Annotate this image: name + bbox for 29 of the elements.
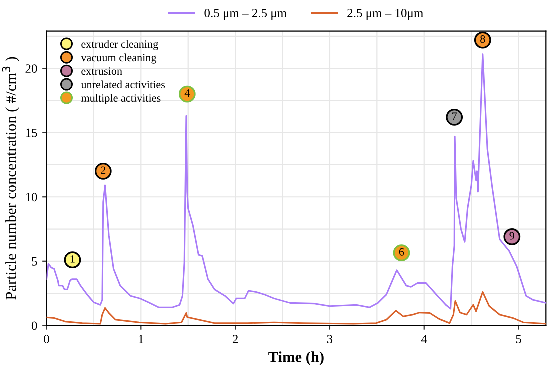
legend-label: vacuum cleaning: [81, 54, 157, 64]
x-tick-label: 3: [327, 335, 333, 344]
legend-label: 0.5 μm – 2.5 μm: [204, 9, 287, 20]
x-tick-label: 1: [139, 335, 144, 344]
legend-label: multiple activities: [81, 94, 161, 104]
annotation: 7: [452, 112, 458, 120]
y-tick-label: 5: [32, 258, 38, 266]
x-axis-title: Time (h): [268, 352, 324, 366]
y-tick-label: 10: [26, 193, 38, 202]
annotation: 4: [184, 90, 190, 97]
point: [64, 252, 82, 269]
annotation: 8: [480, 36, 486, 44]
x-tick-label: 4: [421, 335, 428, 344]
line-series: [46, 54, 546, 310]
annotation: 2: [101, 166, 106, 174]
y-tick-label: 15: [26, 128, 38, 138]
annotation: 1: [70, 255, 75, 263]
legend-label: 2.5 μm – 10μm: [348, 9, 424, 20]
legend-label: unrelated activities: [81, 80, 166, 89]
y-axis-title: Particle number concentration ( #/cm$^{3}$ ): [2, 57, 20, 300]
y-tick-label: 0: [32, 322, 38, 330]
legend-label: extrusion: [82, 68, 122, 76]
x-tick-label: 2: [232, 335, 238, 344]
x-tick-label: 5: [516, 335, 522, 344]
x-tick-label: 0: [44, 335, 50, 344]
annotation: 9: [510, 232, 514, 240]
annotation: 6: [399, 248, 404, 256]
legend-label: extruder cleaning: [82, 40, 158, 50]
y-tick-label: 20: [26, 64, 38, 74]
